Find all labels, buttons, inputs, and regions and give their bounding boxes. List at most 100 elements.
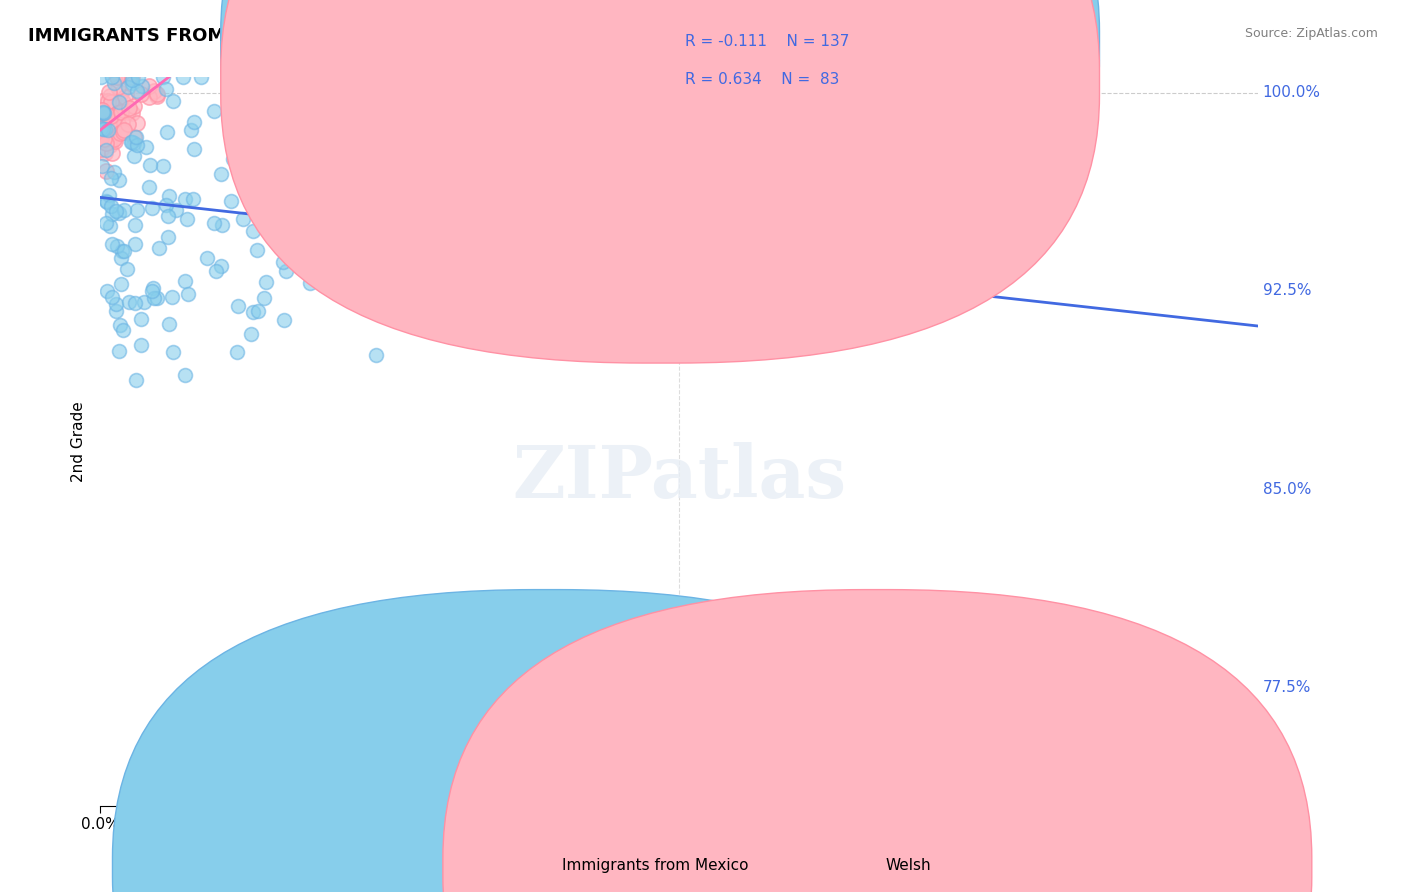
Point bbox=[91, 105, 114, 120]
Point bbox=[90, 103, 112, 117]
Point bbox=[221, 152, 243, 166]
Point bbox=[190, 70, 212, 85]
Point bbox=[90, 121, 112, 136]
Point bbox=[110, 105, 132, 120]
Point bbox=[90, 131, 112, 145]
Point bbox=[107, 106, 129, 120]
Point bbox=[110, 318, 132, 332]
Point bbox=[105, 70, 128, 85]
Point bbox=[225, 70, 247, 85]
Point bbox=[160, 290, 183, 304]
Point bbox=[138, 180, 160, 194]
Point bbox=[413, 264, 436, 278]
Point bbox=[94, 136, 117, 150]
Point bbox=[108, 103, 131, 118]
Point bbox=[96, 109, 118, 123]
Point bbox=[90, 123, 112, 137]
Point bbox=[103, 131, 125, 145]
Point bbox=[401, 189, 423, 203]
Point bbox=[110, 123, 132, 137]
Point bbox=[115, 261, 138, 276]
Point bbox=[121, 76, 143, 90]
Text: R = 0.634    N =  83: R = 0.634 N = 83 bbox=[685, 72, 839, 87]
Point bbox=[97, 85, 120, 99]
Point bbox=[93, 122, 115, 136]
Point bbox=[108, 344, 131, 359]
Point bbox=[183, 114, 205, 128]
Point bbox=[157, 318, 180, 332]
Point bbox=[209, 259, 232, 273]
Point bbox=[93, 106, 115, 120]
Point bbox=[96, 194, 118, 209]
Point bbox=[96, 284, 118, 298]
Point bbox=[242, 224, 264, 238]
Point bbox=[101, 290, 124, 304]
Point bbox=[100, 109, 122, 123]
Point bbox=[121, 70, 143, 85]
Point bbox=[110, 277, 132, 291]
Point bbox=[112, 244, 135, 258]
Point bbox=[117, 117, 139, 131]
Point bbox=[145, 87, 167, 101]
Point bbox=[112, 323, 135, 337]
Point bbox=[90, 120, 112, 135]
Point bbox=[121, 73, 143, 87]
Point bbox=[114, 89, 136, 103]
Point bbox=[209, 167, 232, 181]
Point bbox=[239, 326, 262, 341]
Point bbox=[129, 312, 152, 326]
Point bbox=[202, 215, 225, 229]
Point bbox=[96, 144, 118, 158]
Point bbox=[97, 118, 120, 132]
Point bbox=[155, 198, 177, 212]
Point bbox=[145, 291, 167, 305]
Point bbox=[204, 263, 226, 277]
Point bbox=[91, 94, 114, 108]
Point bbox=[139, 158, 162, 172]
Point bbox=[90, 135, 112, 149]
Point bbox=[246, 303, 269, 318]
Point bbox=[111, 244, 134, 259]
Point bbox=[177, 287, 200, 301]
Point bbox=[104, 296, 127, 310]
Point bbox=[90, 125, 112, 139]
Point bbox=[491, 235, 513, 250]
Point bbox=[141, 281, 163, 295]
Point bbox=[93, 103, 115, 118]
Point bbox=[104, 116, 127, 130]
Point bbox=[129, 338, 152, 352]
Point bbox=[172, 70, 194, 85]
Point bbox=[225, 160, 247, 174]
Point bbox=[91, 117, 114, 131]
Point bbox=[132, 295, 155, 310]
Point bbox=[96, 108, 118, 122]
Point bbox=[91, 159, 114, 173]
Point bbox=[90, 134, 112, 148]
Point bbox=[242, 305, 264, 319]
Point bbox=[108, 205, 131, 219]
Point bbox=[309, 144, 332, 158]
Point bbox=[412, 120, 434, 134]
Text: R = -0.111    N = 137: R = -0.111 N = 137 bbox=[685, 35, 849, 49]
Point bbox=[100, 122, 122, 136]
Point bbox=[152, 70, 174, 85]
Point bbox=[174, 274, 197, 288]
Point bbox=[101, 237, 124, 252]
Point bbox=[104, 304, 127, 318]
Point bbox=[124, 373, 146, 387]
Point bbox=[278, 208, 301, 222]
Point bbox=[124, 219, 146, 233]
Point bbox=[98, 219, 121, 233]
Point bbox=[90, 122, 112, 136]
Point bbox=[142, 84, 165, 98]
Point bbox=[93, 106, 115, 120]
Point bbox=[125, 130, 148, 145]
Point bbox=[124, 236, 146, 251]
Point bbox=[148, 241, 170, 255]
Point bbox=[117, 79, 139, 94]
Point bbox=[239, 133, 262, 147]
Point bbox=[105, 70, 128, 85]
Point bbox=[156, 209, 179, 223]
Point bbox=[271, 254, 294, 268]
Point bbox=[97, 128, 120, 142]
